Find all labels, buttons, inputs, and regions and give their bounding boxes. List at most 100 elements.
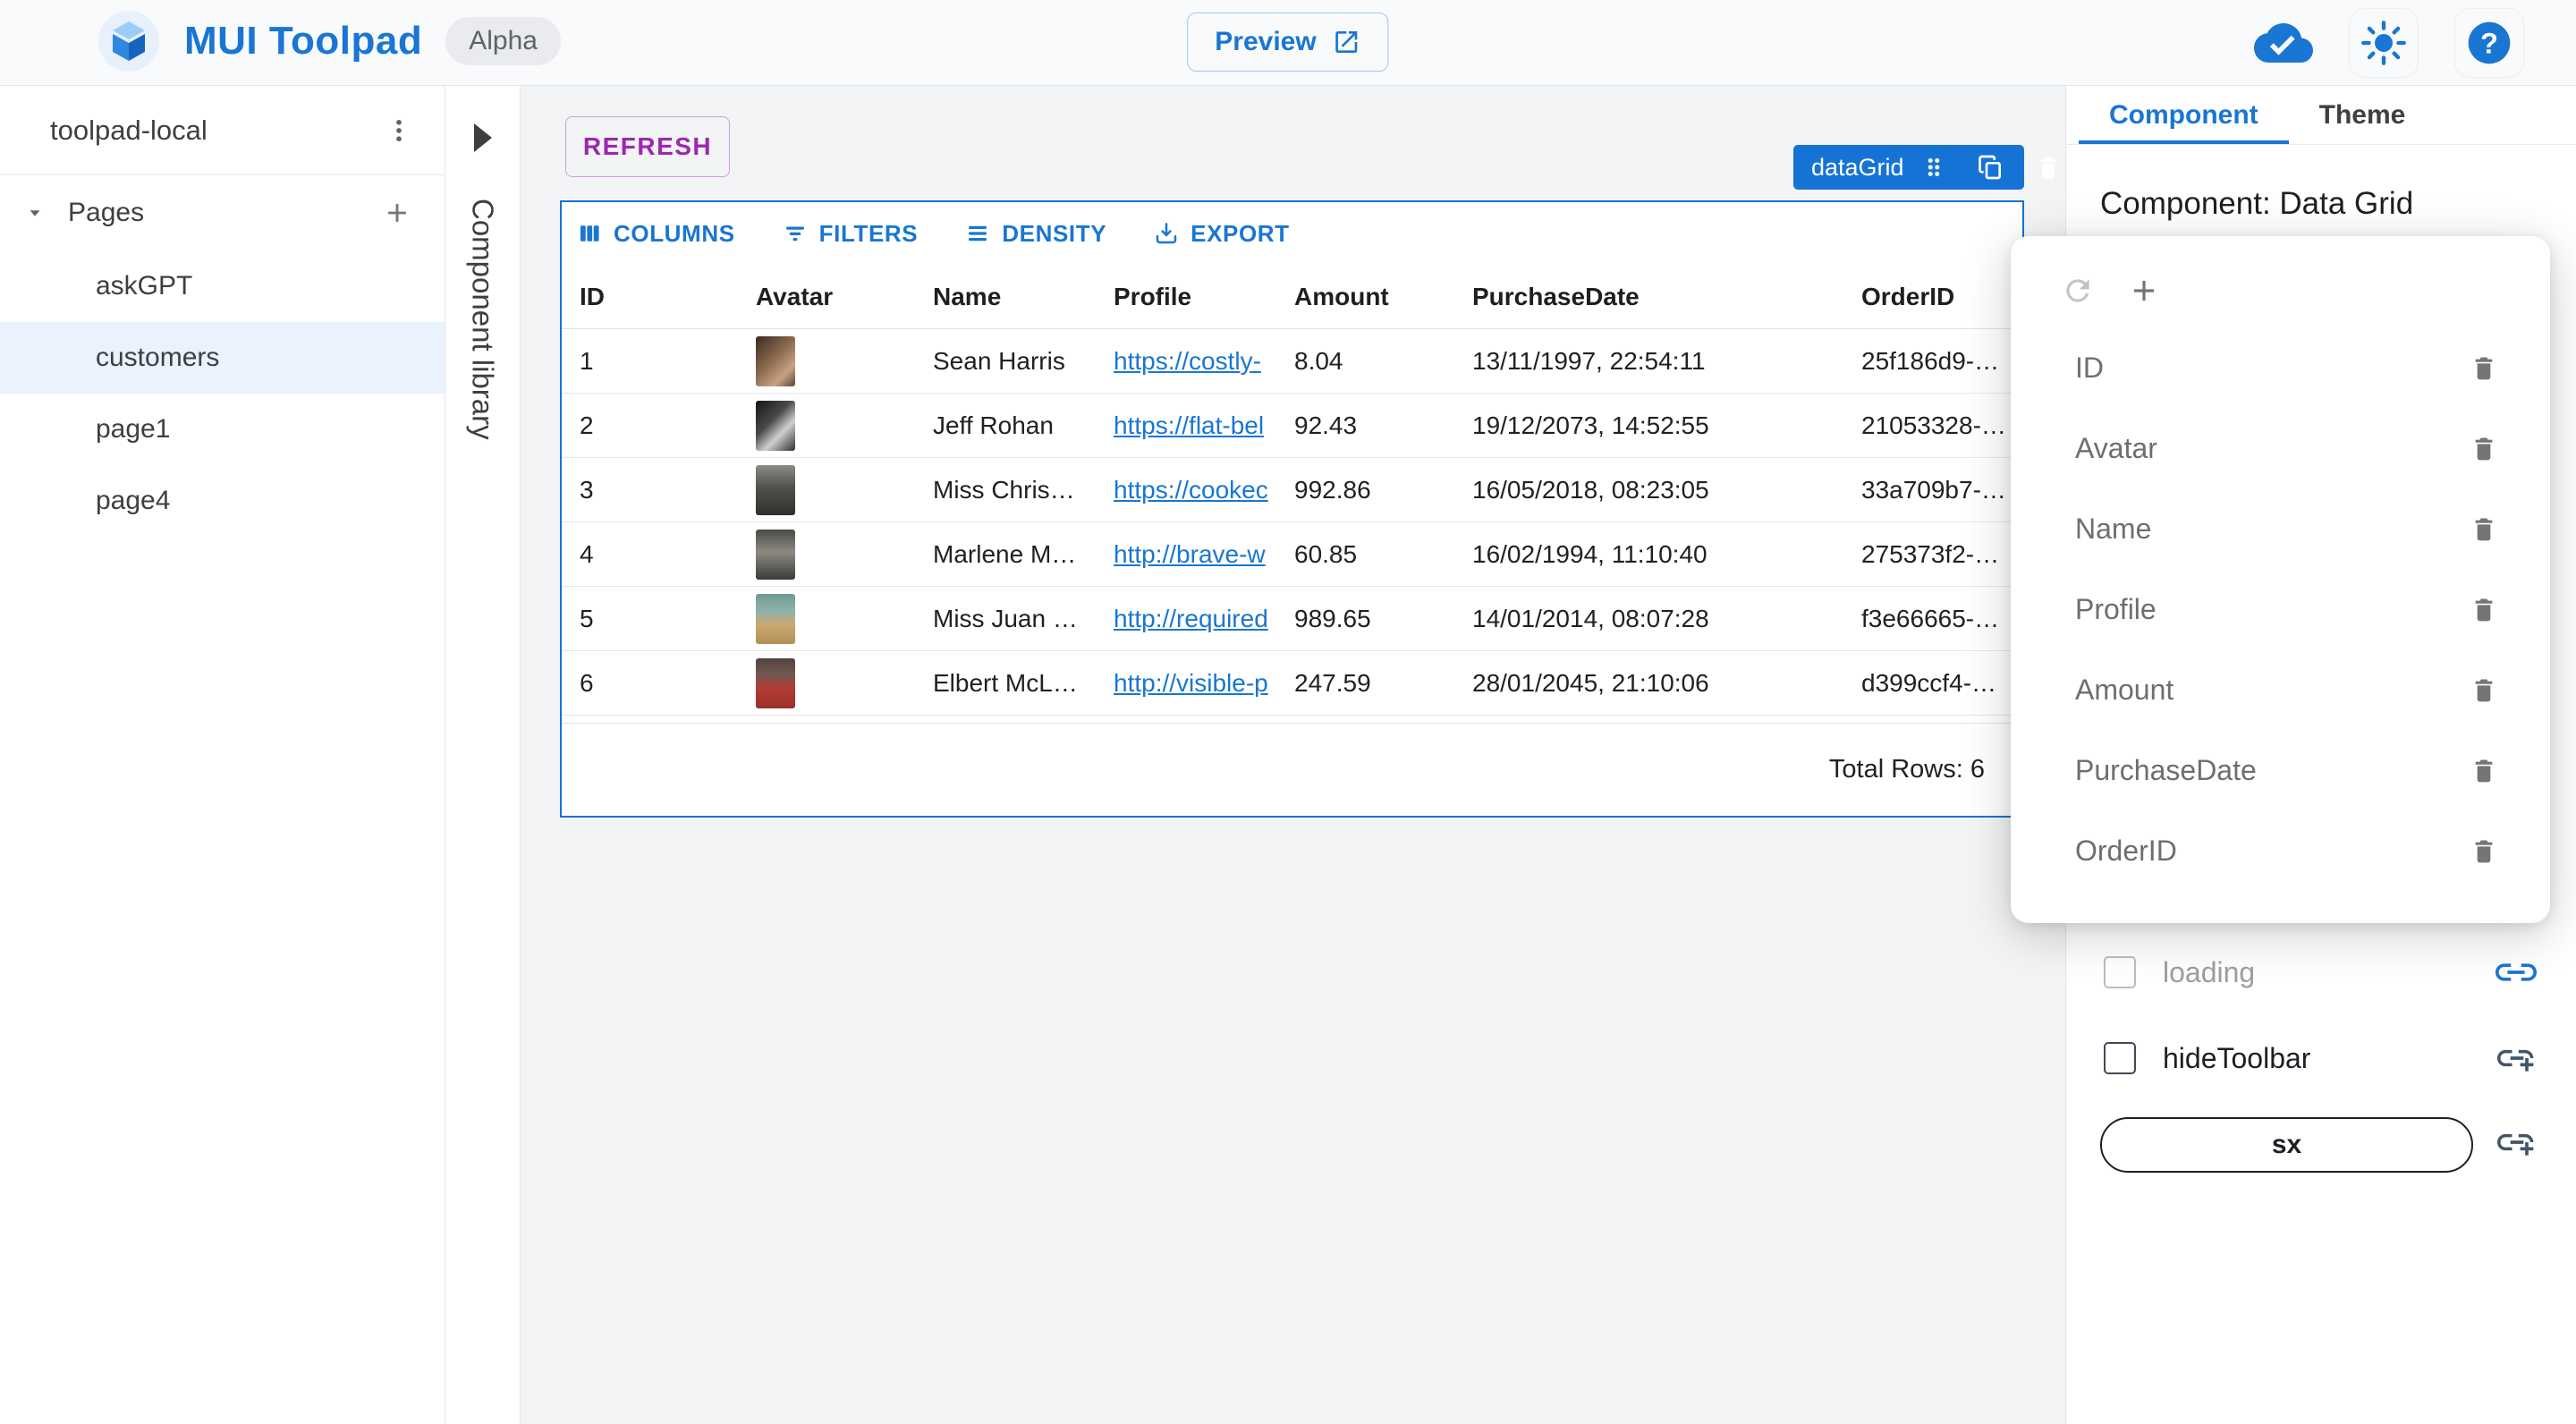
component-library-panel[interactable]: Component library: [445, 86, 521, 1424]
export-button[interactable]: EXPORT: [1153, 220, 1290, 248]
cell-purchase-date: 16/02/1994, 11:10:40: [1472, 539, 1707, 568]
selection-chip-label: dataGrid: [1811, 153, 1904, 181]
column-header[interactable]: Profile: [1114, 282, 1192, 310]
loading-checkbox[interactable]: [2104, 956, 2136, 988]
popup-column-label: Avatar: [2075, 431, 2157, 464]
popup-column-item[interactable]: Amount: [2011, 649, 2550, 730]
cell-profile: http://required: [1096, 605, 1276, 633]
help-button[interactable]: ?: [2454, 8, 2524, 78]
column-header[interactable]: ID: [580, 282, 605, 310]
drag-handle-icon[interactable]: [1920, 154, 1947, 181]
brightness-icon: [2360, 20, 2407, 66]
table-row[interactable]: 4 Marlene M… http://brave-w 60.85 16/02/…: [562, 522, 2022, 587]
refresh-button[interactable]: REFRESH: [565, 116, 730, 177]
avatar: [756, 593, 795, 644]
duplicate-icon[interactable]: [1976, 153, 2004, 182]
column-header[interactable]: OrderID: [1861, 282, 1955, 310]
cell-profile: https://costly-: [1096, 347, 1276, 376]
sx-button[interactable]: sx: [2100, 1117, 2473, 1173]
column-header[interactable]: PurchaseDate: [1472, 282, 1640, 310]
cell-name: Marlene M…: [933, 539, 1077, 568]
cell-avatar: [738, 657, 915, 708]
popup-column-label: Amount: [2075, 673, 2174, 706]
cell-name: Miss Juan …: [933, 604, 1078, 632]
popup-column-item[interactable]: Avatar: [2011, 408, 2550, 488]
table-row[interactable]: 3 Miss Chris… https://cookec 992.86 16/0…: [562, 458, 2022, 522]
loading-label: loading: [2163, 955, 2256, 988]
add-link-icon[interactable]: [2497, 1127, 2537, 1157]
density-button[interactable]: DENSITY: [964, 220, 1106, 248]
avatar: [756, 464, 795, 515]
profile-link[interactable]: http://required: [1114, 604, 1268, 632]
add-link-icon[interactable]: [2497, 1043, 2537, 1073]
popup-column-label: Name: [2075, 512, 2152, 545]
filters-button[interactable]: FILTERS: [782, 220, 919, 248]
table-row[interactable]: 5 Miss Juan … http://required 989.65 14/…: [562, 587, 2022, 651]
column-header[interactable]: Name: [933, 282, 1002, 310]
add-column-icon[interactable]: [2127, 274, 2161, 308]
profile-link[interactable]: http://visible-p: [1114, 668, 1268, 697]
add-page-icon[interactable]: [382, 198, 412, 228]
delete-column-icon[interactable]: [2470, 674, 2498, 705]
table-row[interactable]: 1 Sean Harris https://costly- 8.04 13/11…: [562, 329, 2022, 394]
pages-tree-header[interactable]: Pages: [0, 175, 445, 250]
sidebar-page-item[interactable]: askGPT: [0, 250, 445, 322]
columns-editor-popup: ID Avatar Name Profile Amount PurchaseDa…: [2011, 236, 2550, 923]
chevron-right-icon[interactable]: [473, 123, 492, 152]
popup-column-item[interactable]: Name: [2011, 488, 2550, 569]
sidebar-page-label: page1: [96, 414, 171, 444]
cell-id: 5: [580, 604, 594, 632]
delete-column-icon[interactable]: [2470, 513, 2498, 544]
theme-mode-button[interactable]: [2349, 8, 2419, 78]
popup-column-item[interactable]: OrderID: [2011, 810, 2550, 891]
inspector-tabs: Component Theme: [2066, 86, 2576, 145]
cell-purchase-date: 14/01/2014, 08:07:28: [1472, 604, 1709, 632]
delete-column-icon[interactable]: [2470, 755, 2498, 785]
caret-down-icon[interactable]: [23, 201, 47, 225]
sidebar-page-item[interactable]: page1: [0, 394, 445, 465]
cell-avatar: [738, 400, 915, 451]
column-header[interactable]: Avatar: [756, 282, 834, 310]
cell-profile: https://flat-bel: [1096, 411, 1276, 440]
table-row[interactable]: 6 Elbert McL… http://visible-p 247.59 28…: [562, 651, 2022, 716]
link-icon[interactable]: [2496, 959, 2537, 986]
prop-row-hidetoolbar: hideToolbar: [2104, 1030, 2537, 1087]
profile-link[interactable]: https://cookec: [1114, 475, 1268, 504]
table-row[interactable]: 2 Jeff Rohan https://flat-bel 92.43 19/1…: [562, 394, 2022, 458]
explorer-sidebar: toolpad-local Pages askGPT customers pag…: [0, 86, 445, 1424]
delete-column-icon[interactable]: [2470, 433, 2498, 463]
alpha-badge: Alpha: [445, 17, 561, 65]
profile-link[interactable]: https://costly-: [1114, 346, 1261, 375]
delete-component-icon[interactable]: [2035, 153, 2062, 182]
tab-theme[interactable]: Theme: [2318, 99, 2406, 130]
column-header[interactable]: Amount: [1294, 282, 1389, 310]
profile-link[interactable]: http://brave-w: [1114, 539, 1266, 568]
refresh-icon[interactable]: [2061, 274, 2095, 308]
sidebar-page-item[interactable]: page4: [0, 465, 445, 537]
cell-order-id: 275373f2-…: [1861, 539, 2000, 568]
data-grid: COLUMNS FILTERS DENSITY: [562, 202, 2022, 816]
grid-toolbar: COLUMNS FILTERS DENSITY: [562, 202, 2022, 265]
sidebar-page-item[interactable]: customers: [0, 322, 445, 394]
download-icon: [1153, 220, 1180, 247]
preview-button[interactable]: Preview: [1187, 13, 1389, 72]
cell-purchase-date: 16/05/2018, 08:23:05: [1472, 475, 1709, 504]
avatar: [756, 335, 795, 386]
cell-name: Jeff Rohan: [933, 411, 1054, 439]
popup-column-item[interactable]: ID: [2011, 327, 2550, 408]
popup-column-item[interactable]: Profile: [2011, 569, 2550, 649]
profile-link[interactable]: https://flat-bel: [1114, 411, 1265, 439]
cell-order-id: 33a709b7-…: [1861, 475, 2006, 504]
page-canvas: REFRESH dataGrid COLUMNS: [521, 86, 2065, 1424]
delete-column-icon[interactable]: [2470, 352, 2498, 383]
kebab-menu-icon[interactable]: [384, 115, 414, 146]
selected-datagrid-component[interactable]: COLUMNS FILTERS DENSITY: [560, 200, 2024, 818]
columns-button-label: COLUMNS: [614, 219, 735, 247]
popup-column-item[interactable]: PurchaseDate: [2011, 730, 2550, 810]
columns-button[interactable]: COLUMNS: [576, 220, 735, 248]
cell-order-id: d399ccf4-…: [1861, 668, 1996, 697]
delete-column-icon[interactable]: [2470, 594, 2498, 624]
tab-component[interactable]: Component: [2079, 86, 2289, 144]
delete-column-icon[interactable]: [2470, 835, 2498, 866]
hidetoolbar-checkbox[interactable]: [2104, 1042, 2136, 1074]
